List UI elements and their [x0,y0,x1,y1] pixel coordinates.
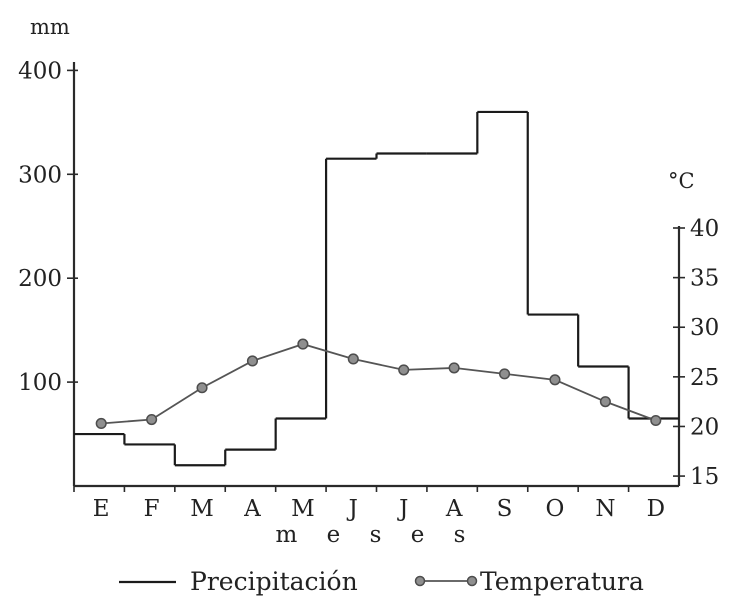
temperature-point [196,382,208,394]
left-tick-label: 300 [18,162,62,188]
temperature-point [297,338,309,350]
legend-temperature: Temperatura [480,567,644,596]
temperature-point [498,368,511,380]
temperature-point [448,362,460,374]
temperature-point [549,374,561,386]
right-tick-label: 35 [690,266,719,292]
right-tick-label: 15 [690,464,719,490]
right-tick-label: 40 [690,216,719,242]
month-label: A [445,496,463,522]
month-label: J [397,496,408,522]
legend-temp-marker-right [466,575,478,587]
temperature-series [95,338,662,430]
month-label: M [190,496,214,522]
temperature-point [599,396,611,408]
month-label: D [647,496,665,522]
temperature-line [101,343,657,425]
temperature-point [146,413,158,426]
month-label: M [291,496,315,522]
month-label: F [144,496,160,522]
legend-temp-marker-left [414,575,426,587]
legend-precipitation: Precipitación [190,567,358,596]
right-axis-ticks: 15 20 25 30 35 40 [673,216,719,490]
temperature-point [347,353,359,365]
right-tick-label: 20 [690,414,719,440]
left-tick-label: 200 [18,266,62,292]
left-tick-label: 100 [18,370,62,396]
precipitation-series [74,110,679,467]
month-label: A [243,496,261,522]
x-axis-title: m e s e s [276,522,477,548]
temperature-point [246,355,259,367]
axes [72,62,681,488]
temperature-point [398,364,410,376]
left-axis-unit: mm [30,15,70,39]
right-tick-label: 30 [690,315,719,341]
temperature-point [650,414,662,427]
right-tick-label: 25 [690,365,719,391]
temperature-point [95,417,107,430]
month-label: O [546,496,565,522]
month-label: E [93,496,110,522]
month-label: N [595,496,615,522]
right-axis-unit: °C [668,169,695,193]
legend: Precipitación Temperatura [119,567,644,596]
left-axis-ticks: 100 200 300 400 [18,58,78,396]
month-label: J [347,496,358,522]
month-label: S [497,496,513,522]
left-tick-label: 400 [18,58,62,84]
